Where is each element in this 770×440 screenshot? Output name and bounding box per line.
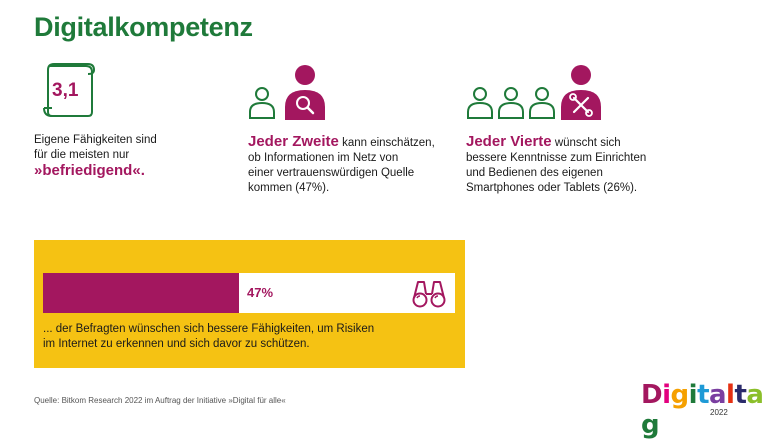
stat1-line2: für die meisten nur — [34, 149, 130, 161]
bar-caption: ... der Befragten wünschen sich bessere … — [43, 322, 374, 352]
scroll-icon — [43, 63, 96, 117]
stat3-line2: bessere Kenntnisse zum Einrichten — [466, 152, 647, 164]
progress-bar-value: 47% — [247, 285, 274, 300]
stat2-text: Jeder Zweite kann einschätzen, ob Inform… — [248, 134, 448, 196]
logo-year: 2022 — [710, 408, 728, 417]
bar-caption-line1: ... der Befragten wünschen sich bessere … — [43, 323, 375, 335]
stat3-text: Jeder Vierte wünscht sich bessere Kenntn… — [466, 134, 676, 196]
source-note: Quelle: Bitkom Research 2022 im Auftrag … — [34, 396, 286, 405]
logo-letter: D — [641, 380, 663, 410]
person-outline-icon — [529, 87, 555, 119]
stat2-line1: Jeder Zweite kann einschätzen, — [248, 134, 448, 151]
progress-bar: 47% — [43, 273, 455, 313]
page-title: Digitalkompetenz — [34, 12, 253, 42]
stat1-number: 3,1 — [52, 80, 79, 101]
stat2-line1-rest: kann einschätzen, — [338, 137, 435, 149]
person-magnifier-icon — [285, 65, 325, 120]
stat2-highlight: Jeder Zweite — [248, 133, 339, 150]
stat2-line3: einer vertrauenswürdigen Quelle — [248, 167, 415, 179]
logo-letter: a — [709, 380, 727, 410]
progress-bar-fill — [43, 273, 239, 313]
stat2-line2: ob Informationen im Netz von — [248, 152, 399, 164]
logo-letter: t — [697, 380, 709, 410]
logo-letter: t — [734, 380, 747, 410]
person-tools-icon — [561, 65, 601, 120]
digitaltag-logo: Digitaltag — [641, 380, 770, 440]
logo-letter: l — [726, 380, 735, 410]
stat3-line1-rest: wünscht sich — [551, 137, 621, 149]
bar-caption-line2: im Internet zu erkennen und sich davor z… — [43, 338, 310, 350]
stat1-text: Eigene Fähigkeiten sind für die meisten … — [34, 133, 204, 178]
person-outline-icon — [249, 87, 275, 119]
logo-letter: a — [746, 380, 764, 410]
logo-letter: g — [641, 410, 660, 440]
stat1-highlight: »befriedigend«. — [34, 162, 145, 179]
person-outline-icon — [467, 87, 493, 119]
stat3-highlight: Jeder Vierte — [466, 133, 552, 150]
logo-letter: i — [662, 380, 671, 410]
logo-letter: g — [670, 380, 690, 410]
stat2-line4: kommen (47%). — [248, 182, 330, 194]
logo-letter: i — [688, 380, 698, 410]
stat3-line3: und Bedienen des eigenen — [466, 167, 603, 179]
binoculars-icon — [412, 281, 446, 308]
stat3-line4: Smartphones oder Tablets (26%). — [466, 182, 638, 194]
person-outline-icon — [498, 87, 524, 119]
stat1-line1: Eigene Fähigkeiten sind — [34, 134, 157, 146]
stat3-line1: Jeder Vierte wünscht sich — [466, 134, 676, 151]
